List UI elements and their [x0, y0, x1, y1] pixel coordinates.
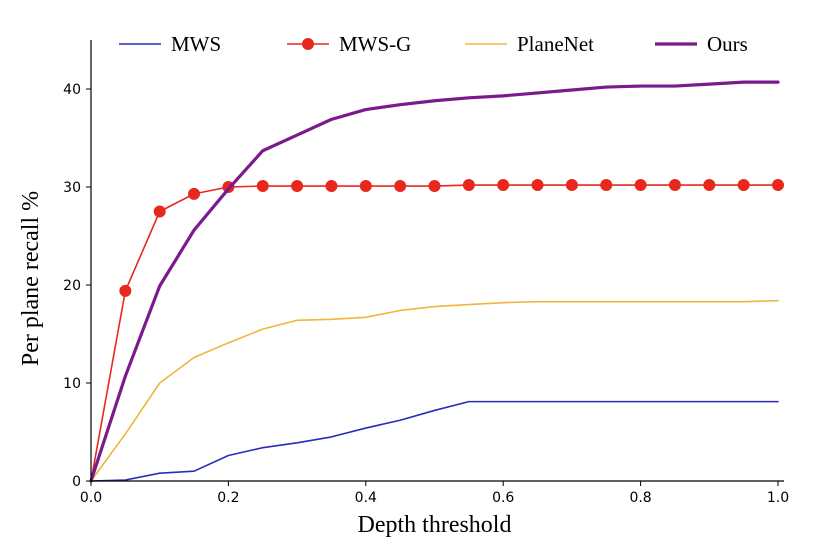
data-point-mws-g — [394, 180, 407, 193]
series-line-planenet — [90, 299, 779, 482]
data-point-mws-g — [634, 179, 647, 192]
legend-item-planenet: PlaneNet — [465, 32, 594, 56]
series-ours — [89, 80, 780, 483]
data-point-mws-g — [359, 180, 372, 193]
data-point-mws-g — [256, 180, 269, 193]
data-point-mws-g — [772, 179, 784, 192]
data-point-mws-g — [737, 179, 750, 192]
data-point-mws-g — [668, 179, 681, 192]
data-point-mws-g — [188, 187, 201, 200]
legend-label-mws: MWS — [171, 32, 221, 56]
series-planenet — [90, 299, 779, 482]
series-layer — [89, 80, 784, 483]
data-point-mws-g — [600, 179, 613, 192]
x-tick-label: 1.0 — [767, 490, 789, 506]
legend: MWS MWS-G PlaneNet Ours — [119, 32, 748, 56]
series-mws — [90, 400, 779, 482]
legend-label-ours: Ours — [707, 32, 748, 56]
legend-label-mws-g: MWS-G — [339, 32, 411, 56]
data-point-mws-g — [291, 180, 304, 193]
x-tick-label: 0.4 — [355, 490, 377, 506]
data-point-mws-g — [565, 179, 578, 192]
series-line-ours — [89, 80, 780, 483]
y-tick-label: 40 — [63, 82, 81, 98]
data-point-mws-g — [462, 179, 475, 192]
data-point-mws-g — [497, 179, 510, 192]
data-point-mws-g — [428, 180, 441, 193]
ticks: 0.0 0.2 0.4 0.6 0.8 1.0 0 10 20 30 40 — [63, 82, 789, 506]
x-tick-label: 0.0 — [80, 490, 102, 506]
y-tick-label: 0 — [72, 474, 81, 490]
series-mws-g — [90, 179, 784, 482]
legend-item-ours: Ours — [655, 32, 748, 56]
legend-label-planenet: PlaneNet — [517, 32, 594, 56]
data-point-mws-g — [531, 179, 544, 192]
axes — [90, 40, 784, 482]
x-axis-title: Depth threshold — [358, 512, 512, 538]
y-tick-label: 20 — [63, 278, 81, 294]
data-point-mws-g — [703, 179, 716, 192]
y-tick-label: 30 — [63, 180, 81, 196]
y-axis-title: Per plane recall % — [18, 191, 44, 366]
legend-marker-mws-g — [302, 38, 314, 50]
legend-item-mws: MWS — [119, 32, 221, 56]
x-tick-label: 0.6 — [492, 490, 514, 506]
data-point-mws-g — [325, 180, 338, 193]
legend-item-mws-g: MWS-G — [287, 32, 411, 56]
series-line-mws — [90, 400, 779, 482]
y-tick-label: 10 — [63, 376, 81, 392]
x-tick-label: 0.8 — [629, 490, 651, 506]
data-point-mws-g — [119, 284, 132, 297]
data-point-mws-g — [153, 205, 166, 218]
x-tick-label: 0.2 — [217, 490, 239, 506]
